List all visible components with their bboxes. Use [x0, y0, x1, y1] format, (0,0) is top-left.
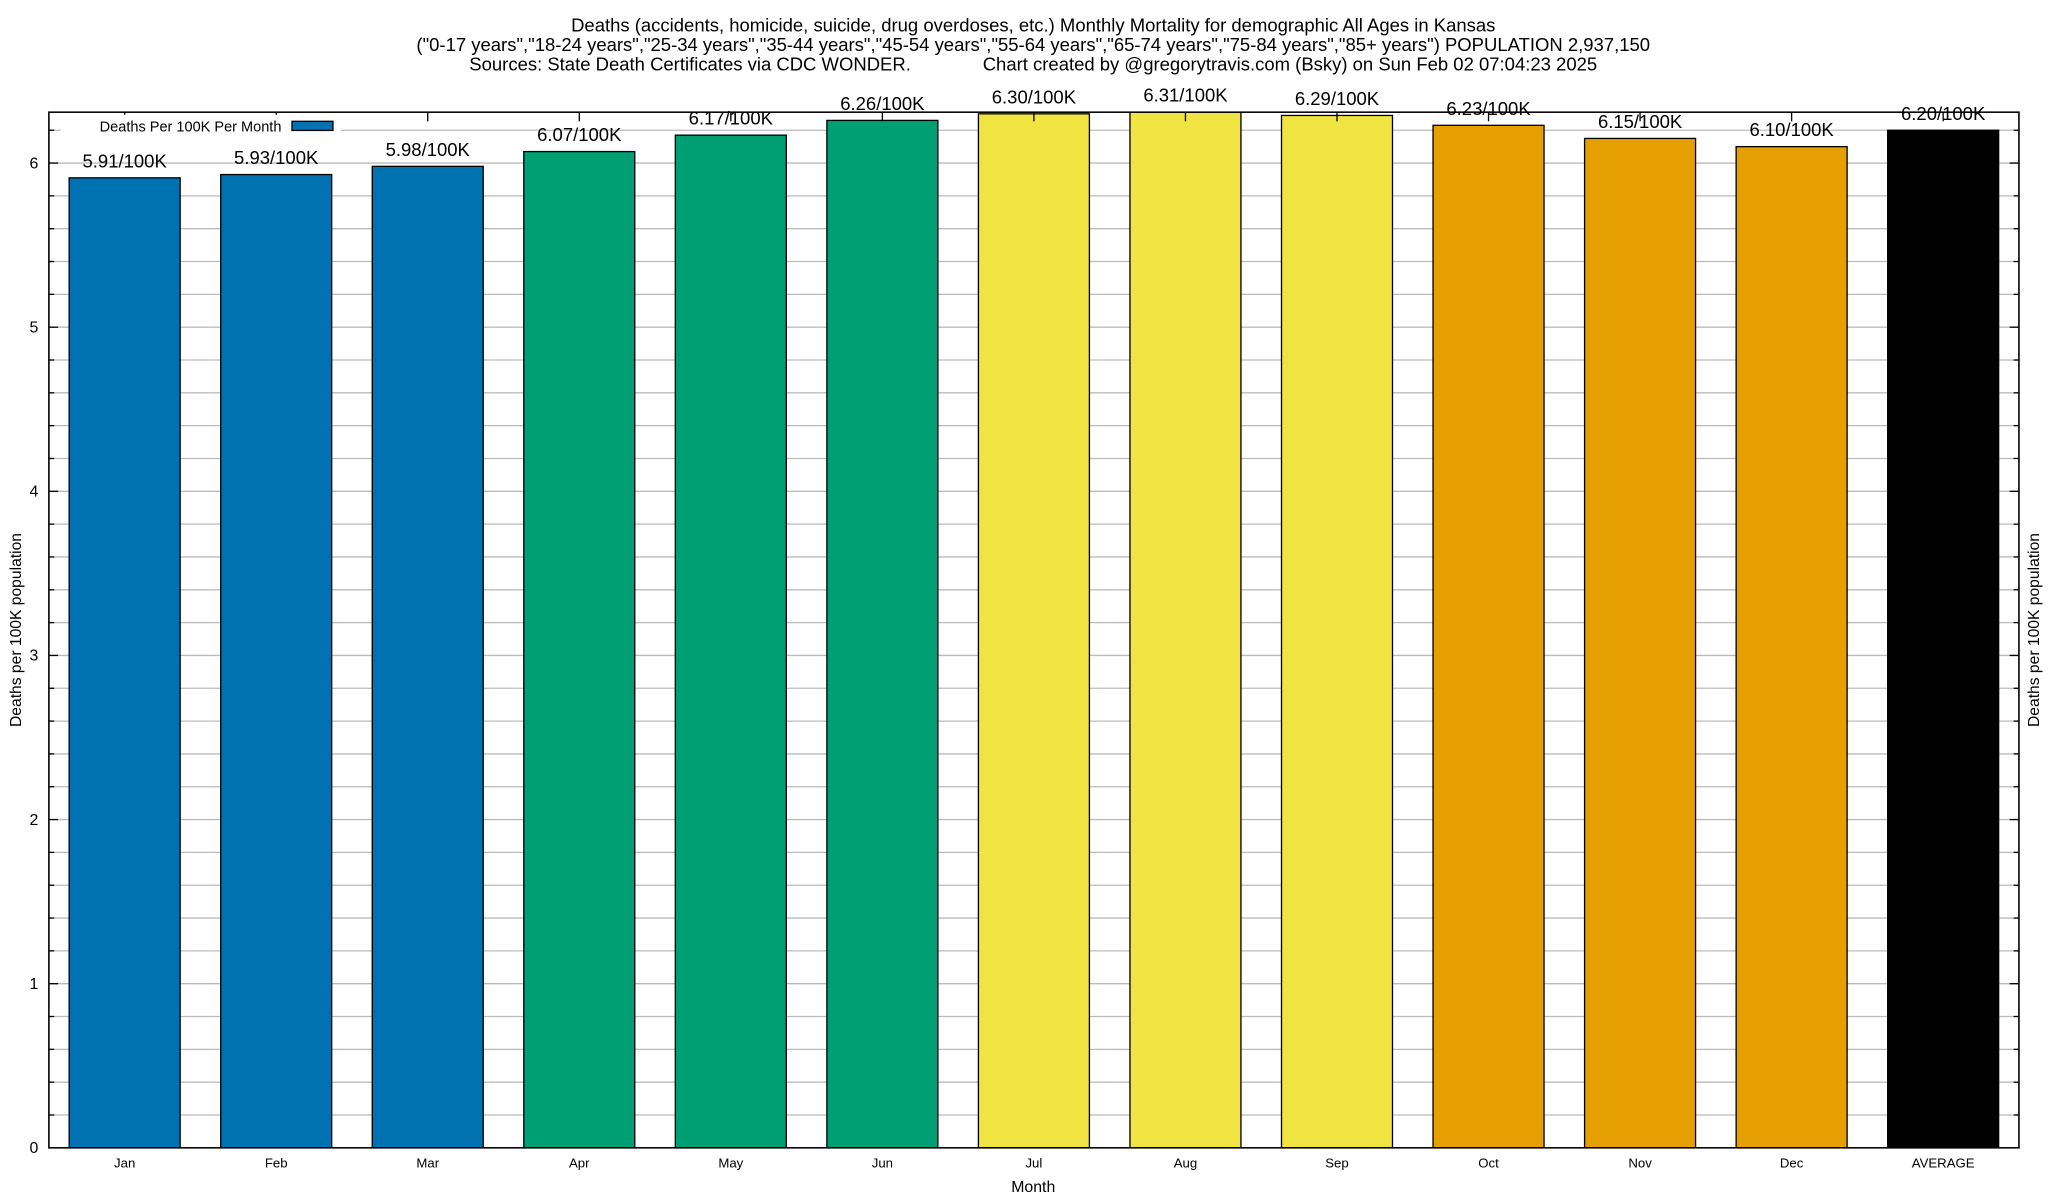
legend-swatch	[291, 120, 334, 132]
bar-oct	[1432, 124, 1545, 1149]
y2-axis-label: Deaths per 100K population	[2026, 533, 2043, 727]
data-label: 5.91/100K	[83, 151, 168, 172]
bar-jan	[68, 177, 181, 1149]
x-tick-label: Aug	[1174, 1155, 1197, 1170]
chart-title-line-3: Sources: State Death Certificates via CD…	[469, 54, 1597, 75]
data-label: 6.26/100K	[840, 93, 925, 114]
bars	[68, 111, 2000, 1149]
y-tick-label: 5	[29, 319, 38, 336]
data-label: 6.07/100K	[537, 124, 622, 145]
x-tick-label: Sep	[1325, 1155, 1348, 1170]
data-label: 6.15/100K	[1598, 111, 1683, 132]
x-tick-label: Mar	[416, 1155, 439, 1170]
bar-sep	[1280, 114, 1394, 1149]
legend: Deaths Per 100K Per Month	[60, 114, 341, 139]
x-tick-label: Oct	[1478, 1155, 1499, 1170]
x-tick-label: Feb	[265, 1155, 288, 1170]
bar-may	[674, 134, 787, 1149]
bar-mar	[371, 165, 484, 1149]
data-label: 6.29/100K	[1295, 88, 1380, 109]
bar-jun	[826, 119, 939, 1149]
bar-feb	[220, 173, 333, 1149]
x-tick-label: AVERAGE	[1912, 1155, 1975, 1170]
x-tick-label: Jan	[114, 1155, 135, 1170]
bar-average	[1887, 129, 2000, 1149]
x-tick-label: May	[718, 1155, 743, 1170]
x-tick-label: Nov	[1628, 1155, 1652, 1170]
y-ticks: 0 1 2 3 4 5 6	[29, 129, 2019, 1157]
data-label: 6.23/100K	[1446, 98, 1531, 119]
data-label: 6.30/100K	[992, 86, 1077, 107]
y-axis-label: Deaths per 100K population	[8, 533, 25, 727]
x-tick-label: Apr	[569, 1155, 590, 1170]
y-tick-label: 3	[29, 648, 38, 665]
x-tick-label: Jun	[872, 1155, 893, 1170]
bar-dec	[1735, 145, 1848, 1149]
y-tick-label: 0	[29, 1140, 38, 1157]
y-tick-label: 1	[29, 976, 38, 993]
x-tick-label: Jul	[1025, 1155, 1042, 1170]
chart-title-line-2: ("0-17 years","18-24 years","25-34 years…	[416, 34, 1650, 55]
x-tick-label: Dec	[1780, 1155, 1804, 1170]
x-ticks: Jan Feb Mar Apr May Jun Jul Aug Sep Oct Nov Dec AVER…	[114, 112, 1975, 1170]
y-tick-label: 4	[29, 484, 38, 501]
y-tick-label: 6	[29, 155, 38, 172]
bar-aug	[1129, 111, 1242, 1149]
chart-title-line-1: Deaths (accidents, homicide, suicide, dr…	[571, 14, 1495, 35]
bar-jul	[977, 113, 1091, 1149]
data-label: 5.98/100K	[386, 139, 471, 160]
bar-apr	[523, 150, 636, 1149]
bar-nov	[1583, 137, 1697, 1149]
y-tick-label: 2	[29, 812, 38, 829]
x-axis-label: Month	[1011, 1179, 1055, 1196]
data-label: 6.31/100K	[1143, 85, 1228, 106]
data-label: 6.10/100K	[1749, 119, 1834, 140]
legend-label: Deaths Per 100K Per Month	[100, 120, 282, 136]
data-label: 5.93/100K	[234, 147, 319, 168]
